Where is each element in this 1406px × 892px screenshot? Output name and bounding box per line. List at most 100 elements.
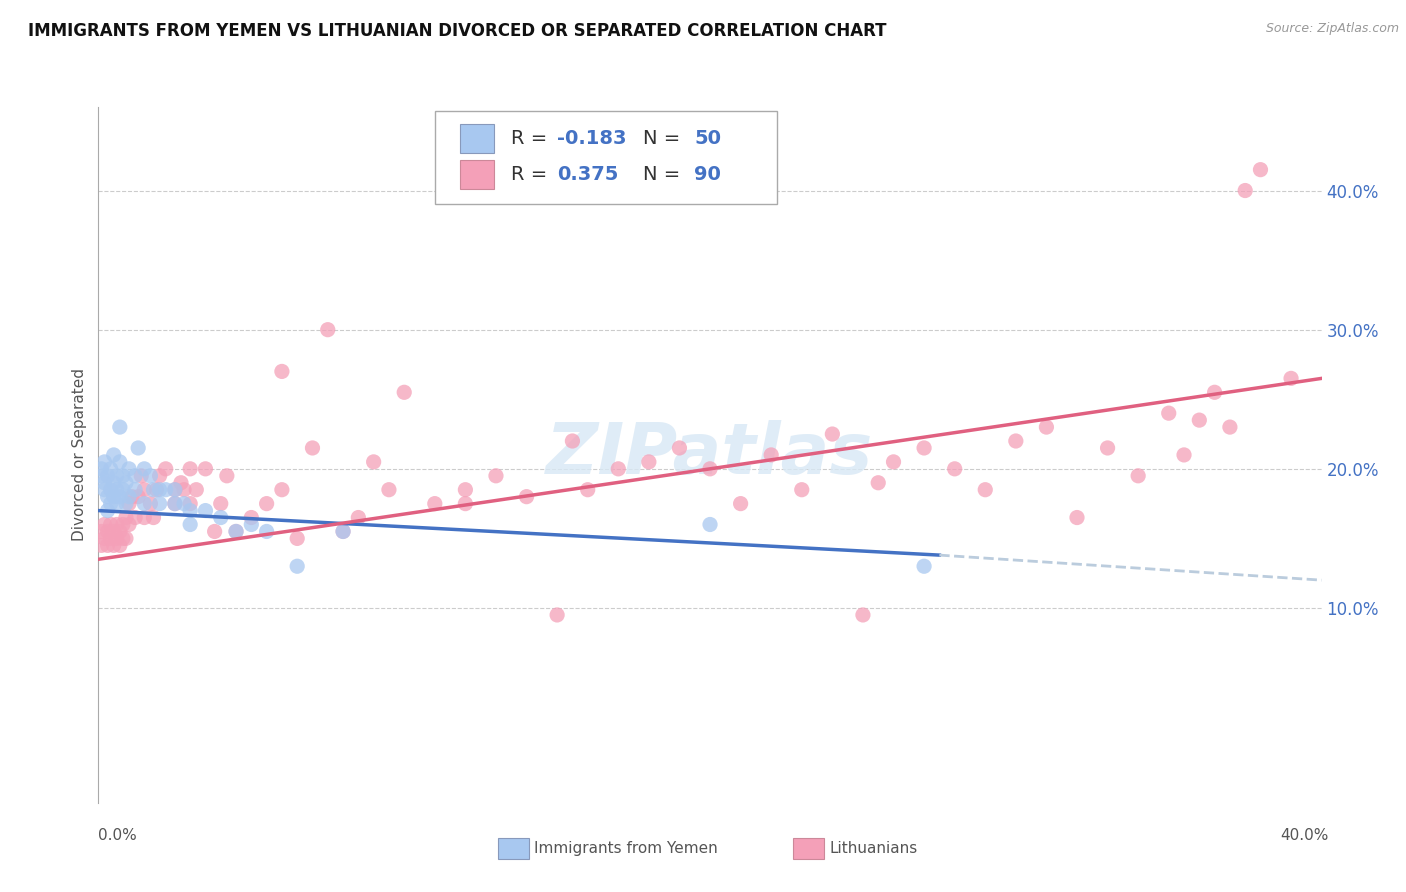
Point (204, 524, 226, 539)
Point (883, 455, 905, 469)
Point (134, 483, 156, 497)
Point (1249, 162, 1271, 177)
Point (1219, 420, 1241, 434)
Point (179, 497, 201, 511)
Point (149, 483, 172, 497)
Point (1066, 510, 1088, 524)
Point (270, 483, 292, 497)
Point (145, 483, 167, 497)
Point (607, 462, 630, 476)
Point (127, 490, 149, 504)
Text: N =: N = (643, 128, 686, 148)
Point (108, 455, 131, 469)
Point (134, 497, 156, 511)
Point (1188, 413, 1211, 427)
Y-axis label: Divorced or Separated: Divorced or Separated (72, 368, 87, 541)
Point (93, 517, 115, 532)
Point (111, 483, 134, 497)
Point (118, 497, 141, 511)
Point (103, 538, 125, 552)
Point (108, 420, 131, 434)
Point (142, 483, 165, 497)
Point (179, 462, 201, 476)
Point (759, 448, 782, 462)
Point (90, 524, 112, 539)
Text: Immigrants from Yemen: Immigrants from Yemen (534, 841, 718, 855)
Point (115, 475, 138, 490)
Point (129, 468, 152, 483)
Point (97, 503, 120, 517)
Point (1097, 441, 1119, 455)
Point (105, 517, 128, 532)
Point (115, 532, 138, 546)
Point (97, 538, 120, 552)
Point (912, 441, 935, 455)
Point (974, 483, 997, 497)
Point (194, 503, 217, 517)
Point (576, 483, 599, 497)
Point (943, 462, 966, 476)
Point (118, 462, 141, 476)
Point (139, 497, 162, 511)
Point (699, 462, 721, 476)
Point (105, 532, 128, 546)
Text: 40.0%: 40.0% (1281, 828, 1329, 843)
Point (103, 448, 125, 462)
Point (139, 468, 162, 483)
Point (285, 559, 308, 574)
Point (454, 497, 477, 511)
Point (1234, 184, 1257, 198)
Point (100, 517, 122, 532)
Text: -0.183: -0.183 (557, 128, 627, 148)
Point (256, 497, 278, 511)
Point (90, 538, 112, 552)
Point (105, 468, 128, 483)
Point (97, 468, 120, 483)
Point (423, 497, 446, 511)
Point (270, 364, 292, 378)
Point (179, 503, 201, 517)
Point (118, 490, 141, 504)
Point (194, 462, 217, 476)
Point (100, 532, 122, 546)
Point (100, 483, 122, 497)
FancyBboxPatch shape (461, 160, 494, 189)
FancyBboxPatch shape (461, 124, 494, 153)
Point (173, 497, 195, 511)
Point (90, 468, 112, 483)
Point (134, 462, 156, 476)
Point (392, 385, 416, 400)
Point (1128, 468, 1150, 483)
Point (111, 517, 134, 532)
Point (1157, 406, 1180, 420)
Point (1204, 385, 1226, 400)
Text: Source: ZipAtlas.com: Source: ZipAtlas.com (1265, 22, 1399, 36)
Point (93, 532, 115, 546)
Point (111, 532, 134, 546)
Point (163, 483, 186, 497)
Point (124, 510, 146, 524)
Text: R =: R = (510, 165, 553, 184)
Point (103, 475, 125, 490)
Point (285, 532, 308, 546)
Point (100, 497, 122, 511)
Point (225, 524, 247, 539)
Point (142, 510, 165, 524)
Text: 0.0%: 0.0% (98, 828, 138, 843)
Point (163, 483, 186, 497)
Point (103, 524, 125, 539)
Point (316, 323, 339, 337)
Point (637, 455, 661, 469)
Point (209, 497, 232, 511)
Point (209, 510, 232, 524)
Point (163, 497, 186, 511)
Point (378, 483, 401, 497)
Text: R =: R = (510, 128, 553, 148)
Point (127, 441, 149, 455)
Point (108, 524, 131, 539)
Point (1004, 434, 1026, 448)
Point (363, 455, 385, 469)
Point (93, 483, 115, 497)
Text: N =: N = (643, 165, 686, 184)
Point (347, 510, 370, 524)
